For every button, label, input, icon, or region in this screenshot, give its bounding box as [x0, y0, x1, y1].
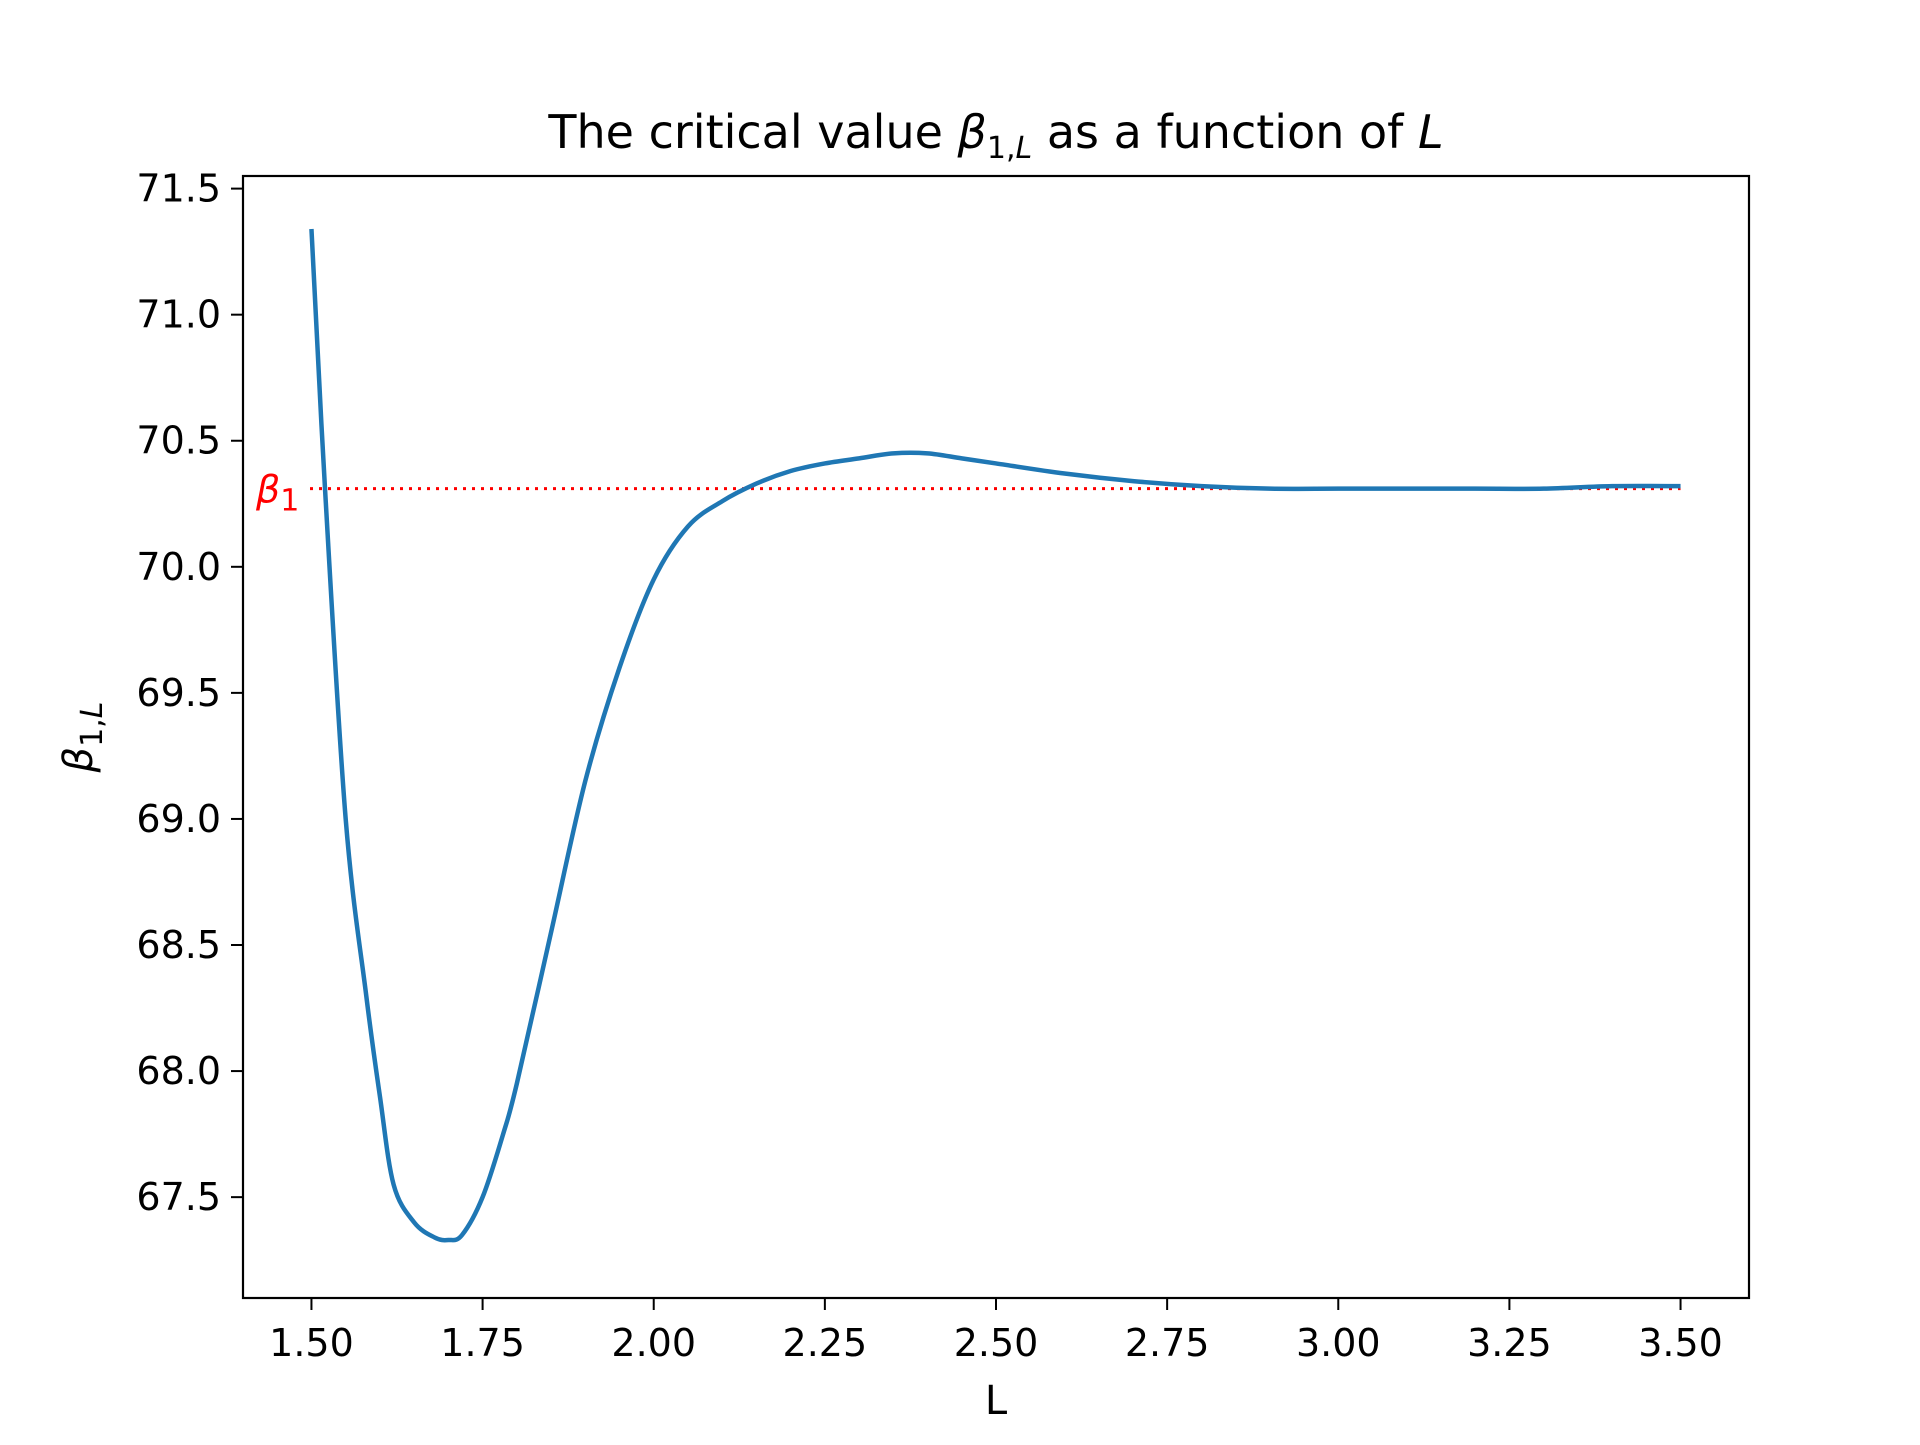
x-tick-label: 2.00	[611, 1321, 696, 1365]
y-tick-label: 69.5	[136, 671, 221, 715]
y-tick-label: 68.0	[136, 1049, 221, 1093]
y-tick-label: 71.5	[136, 167, 221, 211]
x-tick-label: 2.50	[954, 1321, 1039, 1365]
x-axis-label: L	[985, 1378, 1008, 1424]
series-layer	[309, 228, 1681, 1243]
x-tick-label: 1.75	[440, 1321, 525, 1365]
y-tick-label: 71.0	[136, 293, 221, 337]
x-tick-label: 2.25	[783, 1321, 868, 1365]
series-line	[309, 228, 1681, 1243]
chart-title: The critical value β1,L as a function of…	[547, 105, 1443, 166]
y-tick-label: 70.0	[136, 545, 221, 589]
y-axis: 67.5 68.0 68.5 69.0 69.5 70.0 70.5 71.0 71.5	[136, 167, 243, 1219]
x-axis: 1.50 1.75 2.00 2.25 2.50 2.75 3.00 3.25 3.50	[269, 1298, 1723, 1365]
y-tick-label: 70.5	[136, 419, 221, 463]
y-axis-label: β1,L	[56, 702, 110, 774]
x-tick-label: 3.25	[1467, 1321, 1552, 1365]
y-tick-label: 68.5	[136, 923, 221, 967]
x-tick-label: 1.50	[269, 1321, 354, 1365]
x-tick-label: 2.75	[1125, 1321, 1210, 1365]
y-tick-label: 67.5	[136, 1175, 221, 1219]
x-tick-label: 3.00	[1296, 1321, 1381, 1365]
reference-line-label: β1	[255, 468, 299, 519]
x-tick-label: 3.50	[1638, 1321, 1723, 1365]
y-tick-label: 69.0	[136, 797, 221, 841]
